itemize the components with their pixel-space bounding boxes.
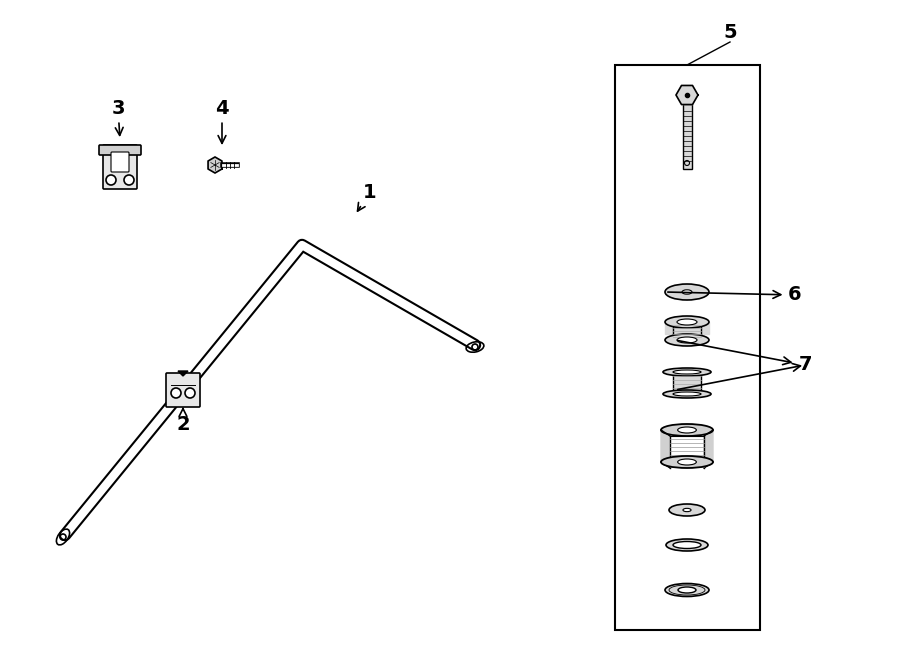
FancyBboxPatch shape <box>111 152 129 172</box>
Bar <box>673 322 701 340</box>
Ellipse shape <box>661 424 713 436</box>
Text: 5: 5 <box>724 22 737 42</box>
Ellipse shape <box>673 541 701 549</box>
Text: 3: 3 <box>112 98 125 136</box>
Ellipse shape <box>673 392 701 396</box>
Ellipse shape <box>661 456 713 468</box>
Circle shape <box>124 175 134 185</box>
Ellipse shape <box>682 290 692 294</box>
Ellipse shape <box>677 337 697 343</box>
Ellipse shape <box>663 390 711 398</box>
Ellipse shape <box>669 504 705 516</box>
Ellipse shape <box>678 459 697 465</box>
FancyBboxPatch shape <box>103 145 137 189</box>
Polygon shape <box>661 430 670 468</box>
Ellipse shape <box>678 427 697 433</box>
Text: 4: 4 <box>215 98 229 143</box>
Polygon shape <box>676 85 698 104</box>
FancyBboxPatch shape <box>99 145 141 155</box>
Ellipse shape <box>663 368 711 376</box>
Ellipse shape <box>673 370 701 374</box>
Text: 6: 6 <box>668 286 802 305</box>
Ellipse shape <box>677 319 697 325</box>
Text: 7: 7 <box>678 340 812 375</box>
Polygon shape <box>208 157 222 173</box>
Ellipse shape <box>665 334 709 346</box>
Text: 2: 2 <box>176 408 190 434</box>
Bar <box>673 372 701 394</box>
Ellipse shape <box>665 584 709 596</box>
Ellipse shape <box>665 316 709 328</box>
Circle shape <box>171 388 181 398</box>
Bar <box>615 65 760 630</box>
Polygon shape <box>665 322 709 334</box>
Circle shape <box>185 388 195 398</box>
Ellipse shape <box>666 539 708 551</box>
Ellipse shape <box>678 587 696 593</box>
Ellipse shape <box>665 284 709 300</box>
Circle shape <box>106 175 116 185</box>
Ellipse shape <box>683 508 691 512</box>
FancyBboxPatch shape <box>166 373 200 407</box>
Polygon shape <box>704 430 713 468</box>
Text: 1: 1 <box>357 182 377 211</box>
Polygon shape <box>178 371 188 376</box>
Bar <box>683 104 692 169</box>
